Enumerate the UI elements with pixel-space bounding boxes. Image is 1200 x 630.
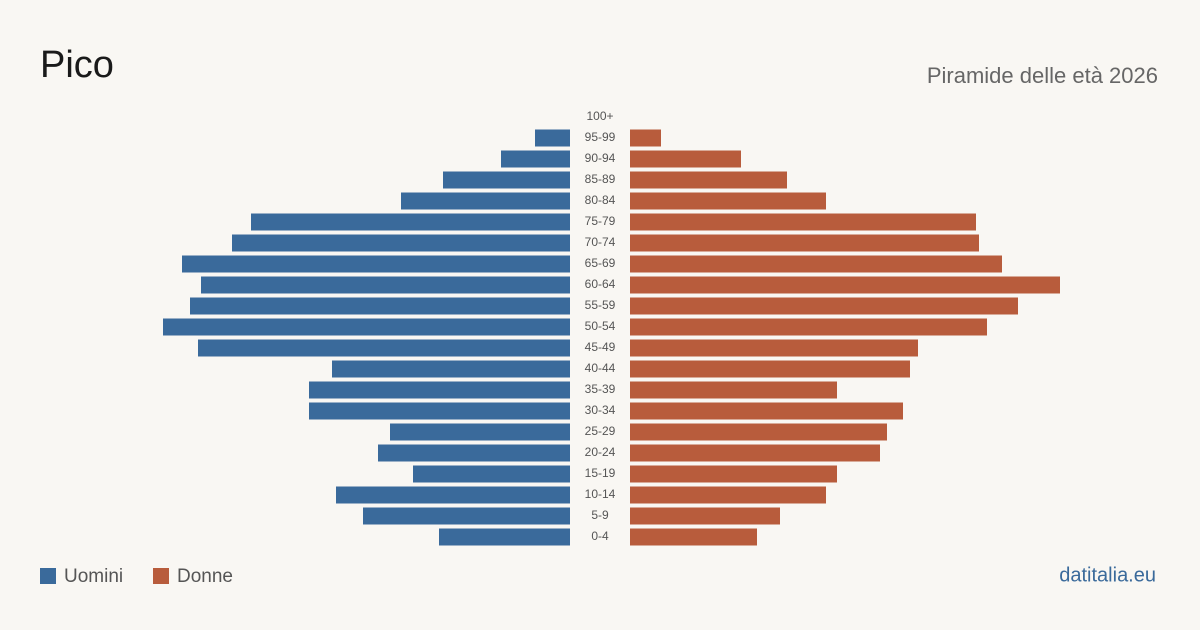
bar: [251, 213, 570, 231]
bar: [630, 486, 826, 504]
bar: [630, 171, 787, 189]
category-label: 5-9: [591, 508, 609, 522]
source: datitalia.eu: [1059, 564, 1156, 586]
bar: [443, 171, 570, 189]
bar: [401, 192, 570, 210]
bar: [332, 360, 570, 378]
bar: [630, 297, 1018, 315]
bar: [630, 234, 979, 252]
chart-subtitle: Piramide delle età 2026: [927, 63, 1158, 88]
bar: [501, 150, 570, 168]
bar: [363, 507, 570, 525]
bar: [630, 381, 837, 399]
bar: [630, 129, 661, 147]
chart-title: Pico: [40, 44, 114, 86]
bar: [630, 507, 780, 525]
bar: [630, 192, 826, 210]
bar: [630, 318, 987, 336]
bar: [535, 129, 570, 147]
category-label: 25-29: [585, 424, 616, 438]
bar: [232, 234, 570, 252]
bar: [190, 297, 570, 315]
legend-swatch: [153, 568, 169, 584]
category-label: 0-4: [591, 529, 609, 543]
bar: [198, 339, 570, 357]
bar: [630, 213, 976, 231]
category-label: 95-99: [585, 130, 616, 144]
category-label: 50-54: [585, 319, 616, 333]
category-label: 45-49: [585, 340, 616, 354]
legend-swatch: [40, 568, 56, 584]
category-label: 15-19: [585, 466, 616, 480]
bar: [182, 255, 570, 273]
bar: [630, 339, 918, 357]
category-label: 80-84: [585, 193, 616, 207]
bar: [309, 402, 570, 420]
bar: [630, 423, 887, 441]
bar: [413, 465, 570, 483]
bar: [630, 465, 837, 483]
category-label: 10-14: [585, 487, 616, 501]
category-label: 65-69: [585, 256, 616, 270]
category-label: 100+: [586, 109, 613, 123]
bar: [630, 402, 903, 420]
legend-label: Uomini: [64, 566, 123, 587]
category-label: 30-34: [585, 403, 616, 417]
bar: [390, 423, 570, 441]
bar: [630, 255, 1002, 273]
category-label: 90-94: [585, 151, 616, 165]
bar: [630, 150, 741, 168]
category-label: 55-59: [585, 298, 616, 312]
category-label: 60-64: [585, 277, 616, 291]
bar: [630, 276, 1060, 294]
bar: [630, 444, 880, 462]
bar: [201, 276, 570, 294]
category-label: 75-79: [585, 214, 616, 228]
bar: [378, 444, 570, 462]
category-label: 20-24: [585, 445, 616, 459]
bar: [163, 318, 570, 336]
legend-label: Donne: [177, 566, 233, 587]
category-label: 70-74: [585, 235, 616, 249]
bar: [309, 381, 570, 399]
category-label: 40-44: [585, 361, 616, 375]
category-label: 85-89: [585, 172, 616, 186]
bar: [630, 528, 757, 546]
bar: [630, 360, 910, 378]
bar: [336, 486, 570, 504]
bar: [439, 528, 570, 546]
category-label: 35-39: [585, 382, 616, 396]
